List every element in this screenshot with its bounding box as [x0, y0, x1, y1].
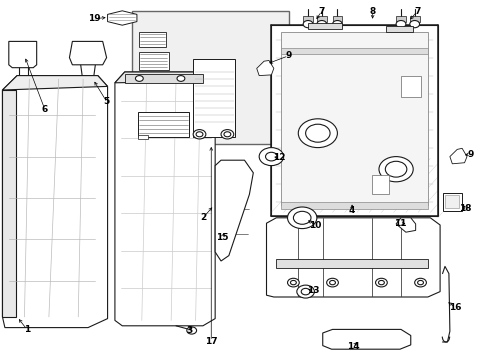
Circle shape [287, 278, 299, 287]
Bar [271, 25, 437, 216]
Bar [132, 11, 288, 144]
Circle shape [193, 130, 205, 139]
Polygon shape [266, 218, 439, 297]
Circle shape [287, 207, 316, 229]
Text: 17: 17 [204, 337, 217, 346]
Circle shape [316, 21, 326, 28]
Bar [409, 16, 419, 22]
Text: 19: 19 [88, 14, 101, 23]
Bar [386, 26, 412, 32]
Polygon shape [69, 41, 106, 65]
Bar [371, 175, 388, 194]
Text: 7: 7 [317, 7, 324, 16]
Bar [138, 135, 147, 139]
Bar [139, 52, 168, 70]
Bar [139, 32, 166, 47]
Bar [442, 193, 461, 211]
Circle shape [303, 21, 312, 28]
Circle shape [305, 124, 329, 142]
Text: 16: 16 [448, 303, 461, 312]
Text: 8: 8 [369, 7, 375, 16]
Polygon shape [256, 60, 273, 76]
Text: 3: 3 [186, 326, 192, 335]
Text: 4: 4 [348, 206, 355, 215]
Polygon shape [2, 76, 107, 90]
Text: 15: 15 [216, 233, 228, 242]
Text: 18: 18 [458, 204, 471, 212]
Circle shape [221, 130, 233, 139]
Polygon shape [9, 41, 37, 68]
Bar [281, 32, 427, 205]
Circle shape [293, 211, 310, 224]
Polygon shape [322, 329, 410, 349]
Circle shape [298, 119, 337, 148]
Bar [125, 74, 203, 83]
Text: 2: 2 [200, 213, 205, 222]
Circle shape [414, 278, 426, 287]
Bar [138, 112, 189, 137]
Text: 10: 10 [308, 220, 321, 230]
Circle shape [417, 280, 423, 285]
Circle shape [177, 76, 184, 81]
Circle shape [378, 157, 412, 182]
Polygon shape [449, 148, 466, 164]
Text: 14: 14 [346, 342, 359, 351]
Circle shape [301, 288, 309, 295]
Circle shape [186, 327, 196, 334]
Circle shape [259, 148, 283, 166]
Text: 9: 9 [285, 51, 291, 60]
Bar [303, 16, 312, 22]
Circle shape [224, 132, 230, 137]
Polygon shape [115, 72, 215, 326]
Polygon shape [215, 160, 253, 261]
Polygon shape [2, 76, 107, 328]
Bar [400, 76, 420, 97]
Circle shape [375, 278, 386, 287]
Circle shape [265, 152, 277, 161]
Circle shape [395, 21, 405, 28]
Circle shape [385, 161, 406, 177]
Bar [2, 90, 16, 317]
Bar [281, 202, 427, 209]
Circle shape [378, 280, 384, 285]
Polygon shape [395, 218, 415, 232]
Bar [281, 48, 427, 54]
Text: 11: 11 [393, 219, 406, 228]
Text: 13: 13 [306, 287, 319, 295]
Circle shape [329, 280, 335, 285]
Bar [395, 16, 405, 22]
Circle shape [196, 132, 203, 137]
Bar [307, 23, 342, 29]
Circle shape [135, 76, 143, 81]
Polygon shape [115, 72, 215, 83]
Circle shape [332, 21, 342, 28]
Bar [276, 259, 427, 268]
Circle shape [409, 21, 419, 28]
Polygon shape [107, 11, 137, 25]
Bar [332, 16, 342, 22]
Circle shape [290, 280, 296, 285]
Text: 1: 1 [24, 325, 30, 334]
Text: 9: 9 [466, 150, 473, 158]
Text: 5: 5 [103, 97, 109, 106]
Text: 12: 12 [273, 153, 285, 162]
Circle shape [326, 278, 338, 287]
Bar [193, 59, 234, 137]
Circle shape [296, 285, 314, 298]
Bar [444, 195, 458, 208]
Text: 6: 6 [42, 105, 48, 114]
Text: 7: 7 [413, 7, 420, 16]
Bar [316, 16, 326, 22]
